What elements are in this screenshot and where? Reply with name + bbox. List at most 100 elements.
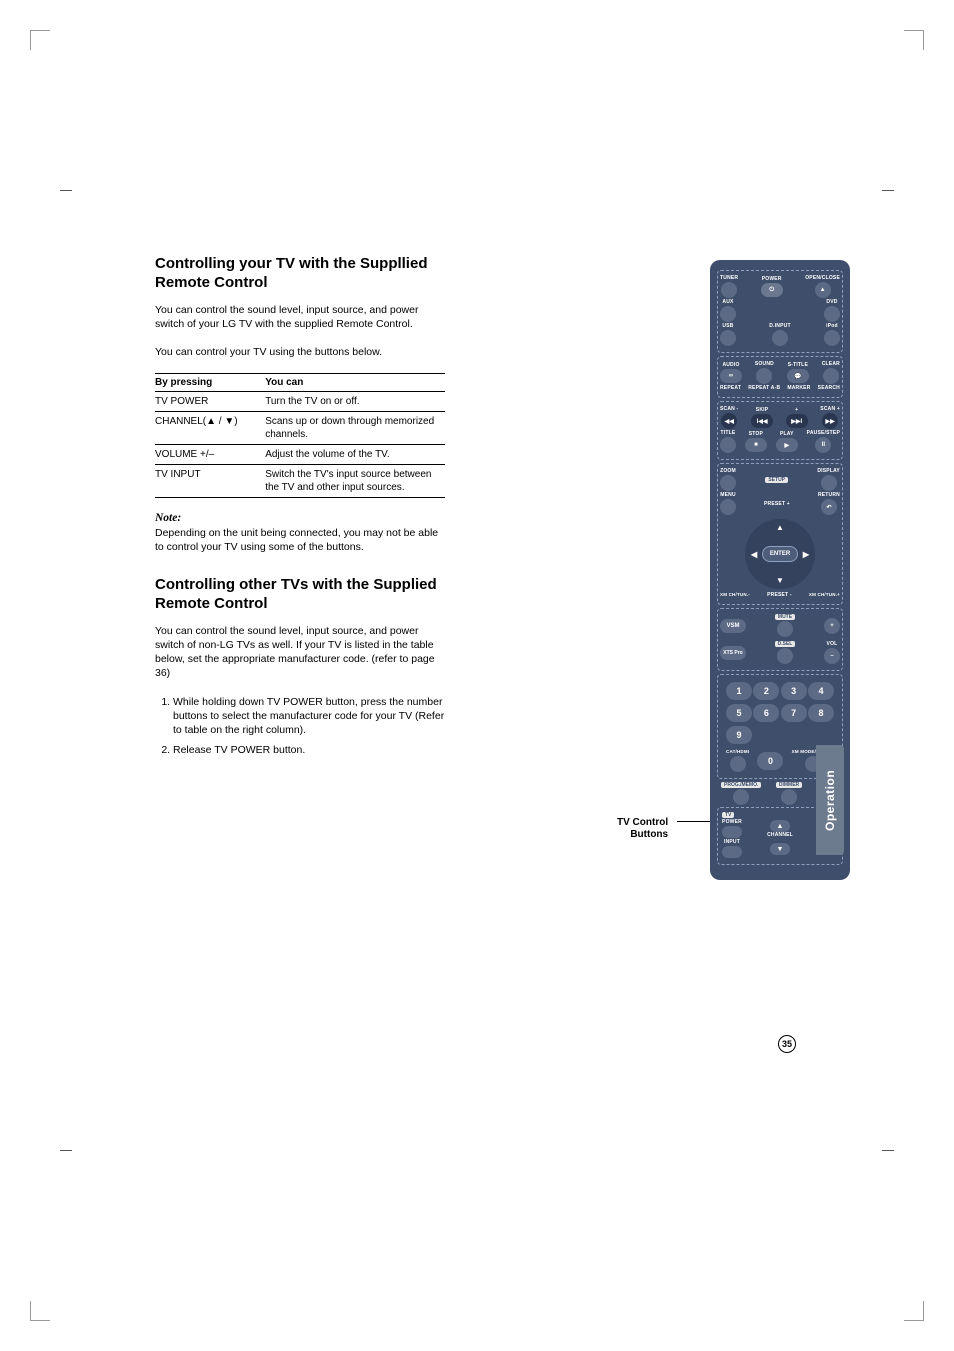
btn-label: S-TITLE (788, 363, 808, 368)
vol-down-button: – (824, 648, 840, 664)
paragraph: You can control the sound level, input s… (155, 303, 445, 331)
note-heading: Note: (155, 512, 445, 524)
vol-up-button: + (824, 618, 840, 634)
scan-back-button: ◀◀ (721, 413, 737, 429)
num-4-button: 4 (808, 682, 834, 700)
btn-label: SKIP (756, 408, 768, 413)
menu-button (720, 499, 736, 515)
prog-button (733, 789, 749, 805)
btn-label: ZOOM (720, 469, 736, 474)
buttons-table: By pressing You can TV POWERTurn the TV … (155, 373, 445, 498)
display-button (821, 475, 837, 491)
btn-label: RETURN (818, 493, 840, 498)
tv-power-button (722, 826, 742, 838)
dsel-button (777, 648, 793, 664)
btn-label: POWER (762, 277, 782, 282)
left-column: Controlling your TV with the Suppllied R… (155, 255, 445, 767)
heading-2: Controlling other TVs with the Supplied … (155, 576, 445, 614)
table-cell: Turn the TV on or off. (265, 392, 445, 412)
num-0-button: 0 (757, 752, 783, 770)
left-arrow-icon: ◀ (751, 550, 757, 559)
num-2-button: 2 (753, 682, 779, 700)
btn-label: iPod (826, 324, 838, 329)
btn-label: PLAY (780, 432, 794, 437)
num-3-button: 3 (781, 682, 807, 700)
register-mark (882, 1150, 894, 1151)
table-cell: VOLUME +/– (155, 445, 265, 465)
btn-label: SCAN + (820, 407, 840, 412)
enter-button: ENTER (762, 546, 798, 562)
dimmer-button (781, 789, 797, 805)
list-item: While holding down TV POWER button, pres… (173, 695, 445, 738)
register-mark (882, 190, 894, 191)
table-cell: CHANNEL(▲ / ▼) (155, 412, 265, 445)
btn-label: CHANNEL (767, 833, 793, 838)
dvd-button (824, 306, 840, 322)
page-content: Controlling your TV with the Suppllied R… (155, 255, 795, 767)
note-body: Depending on the unit being connected, y… (155, 526, 445, 554)
title-button (720, 437, 736, 453)
paragraph: You can control the sound level, input s… (155, 624, 445, 681)
btn-label: MARKER (787, 386, 810, 391)
steps-list: While holding down TV POWER button, pres… (155, 695, 445, 758)
table-cell: Adjust the volume of the TV. (265, 445, 445, 465)
stop-button: ■ (745, 438, 767, 452)
num-6-button: 6 (753, 704, 779, 722)
label-text: Buttons (630, 829, 668, 840)
audio-button: ∞ (720, 369, 742, 383)
paragraph: You can control your TV using the button… (155, 345, 445, 359)
zoom-button (720, 475, 736, 491)
crop-mark (904, 1301, 924, 1321)
skip-back-button: I◀◀ (751, 414, 773, 428)
heading-1: Controlling your TV with the Suppllied R… (155, 255, 445, 293)
remote-transport-group: SCAN -◀◀ SKIPI◀◀ +▶▶I SCAN +▶▶ TITLE STO… (717, 401, 843, 460)
num-5-button: 5 (726, 704, 752, 722)
leader-line (677, 821, 713, 822)
right-arrow-icon: ▶ (803, 550, 809, 559)
btn-label: REPEAT A-B (748, 386, 780, 391)
table-header: By pressing (155, 374, 265, 392)
btn-label: DISPLAY (817, 469, 840, 474)
btn-label: AUDIO (722, 363, 739, 368)
power-button: ⏻ (761, 283, 783, 297)
cathdmi-button (730, 756, 746, 772)
tv-ch-down-button: ▼ (770, 843, 790, 855)
table-cell: TV INPUT (155, 465, 265, 498)
btn-label: TUNER (720, 276, 738, 281)
btn-label: PRESET + (764, 502, 790, 507)
btn-label: SEARCH (818, 386, 840, 391)
dpad-ring: ▲ ▼ ◀ ▶ ENTER (745, 519, 815, 589)
num-8-button: 8 (808, 704, 834, 722)
tv-input-button (722, 846, 742, 858)
clear-button (823, 368, 839, 384)
up-arrow-icon: ▲ (776, 523, 784, 532)
btn-label: SCAN - (720, 407, 738, 412)
xts-button: XTS Pro (720, 646, 746, 660)
usb-button (720, 330, 736, 346)
crop-mark (30, 1301, 50, 1321)
remote-top-group: TUNER POWER⏻ OPEN/CLOSE▲ AUX DVD USB D.I… (717, 270, 843, 353)
btn-label: CAT/HDMI (726, 750, 749, 755)
btn-label: MENU (720, 493, 736, 498)
stitle-button: 💬 (787, 369, 809, 383)
remote-mid-group: VSM MUTE + XTS Pro D.SEL VOL– (717, 608, 843, 671)
btn-label: MUTE (775, 614, 795, 620)
tv-control-label: TV Control Buttons (617, 817, 668, 841)
page-number: 35 (778, 1035, 796, 1053)
btn-label: D.INPUT (769, 324, 790, 329)
btn-label: DVD (826, 300, 837, 305)
btn-label: USB (722, 324, 733, 329)
btn-label: PROG./MEMO. (721, 782, 761, 788)
num-9-button: 9 (726, 726, 752, 744)
register-mark (60, 1150, 72, 1151)
btn-label: POWER (722, 820, 742, 825)
btn-label: XM CH/TUN.+ (809, 593, 840, 598)
down-arrow-icon: ▼ (776, 576, 784, 585)
table-cell: Scans up or down through memorized chann… (265, 412, 445, 445)
table-cell: Switch the TV's input source between the… (265, 465, 445, 498)
tuner-button (721, 282, 737, 298)
table-cell: TV POWER (155, 392, 265, 412)
btn-label: AUX (722, 300, 733, 305)
btn-label: SOUND (755, 362, 774, 367)
return-button: ↶ (821, 499, 837, 515)
